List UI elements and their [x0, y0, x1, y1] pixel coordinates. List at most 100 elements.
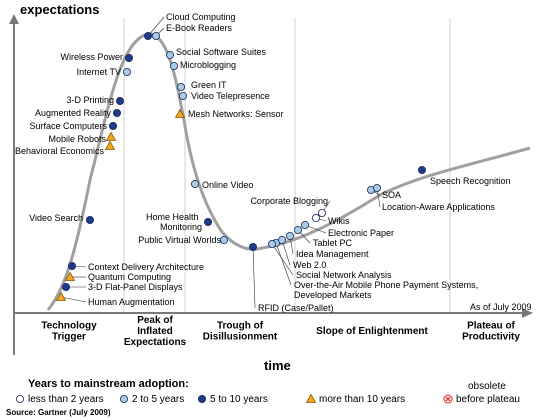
- technology-location-aware-applications: Location-Aware Applications: [372, 183, 495, 212]
- phase-label: Slope of Enlightenment: [316, 326, 428, 337]
- technology-label: 3-D Flat-Panel Displays: [88, 282, 183, 292]
- technology-e-book-readers: E-Book Readers: [151, 23, 233, 41]
- marker-augmented-reality: [113, 109, 122, 118]
- technology-online-video: Online Video: [190, 179, 253, 190]
- legend-item-2to5: 2 to 5 years: [120, 394, 184, 405]
- technology-label: Human Augmentation: [88, 297, 175, 307]
- leader-line: [275, 242, 292, 286]
- technology-video-telepresence: Video Telepresence: [178, 91, 270, 101]
- x-axis-arrow: [522, 308, 533, 318]
- technology-speech-recognition: Speech Recognition: [417, 165, 511, 186]
- legend-symbol-gt10: [305, 393, 317, 403]
- marker-surface-computers: [109, 122, 118, 131]
- marker-speech-recognition: [417, 165, 426, 174]
- x-axis-label: time: [264, 358, 291, 373]
- technology-microblogging: Microblogging: [169, 60, 236, 71]
- technology-label: Web 2.0: [293, 260, 326, 270]
- technology-wikis: Wikis: [311, 213, 350, 226]
- marker-wireless-power: [125, 54, 134, 63]
- leader-line: [147, 16, 165, 37]
- legend-label: 5 to 10 years: [210, 394, 268, 405]
- marker-e-book-readers: [151, 32, 160, 41]
- phase-label: Plateau of: [467, 321, 515, 332]
- marker-video-telepresence: [178, 92, 187, 101]
- marker-social-software-suites: [165, 51, 174, 60]
- legend-label: more than 10 years: [319, 394, 405, 405]
- phase-label: Technology: [41, 321, 97, 332]
- y-axis-label: expectations: [20, 2, 99, 17]
- leader-line: [252, 246, 256, 309]
- marker-3-d-flat-panel-displays: [62, 282, 71, 291]
- technology-label: Green IT: [191, 80, 227, 90]
- technology-internet-tv: Internet TV: [77, 67, 132, 77]
- legend-label: less than 2 years: [28, 394, 104, 405]
- technology-3-d-printing: 3-D Printing: [66, 95, 125, 106]
- marker-rfid-case-pallet: [248, 242, 257, 251]
- source-note: Source: Gartner (July 2009): [6, 408, 111, 417]
- technology-label: Cloud Computing: [166, 12, 236, 22]
- legend-label: before plateau: [456, 394, 520, 405]
- technology-label: Internet TV: [77, 67, 121, 77]
- marker-3-d-printing: [116, 97, 125, 106]
- technology-cloud-computing: Cloud Computing: [143, 12, 236, 41]
- technology-label: E-Book Readers: [166, 23, 233, 33]
- marker-tablet-pc: [293, 225, 302, 234]
- technology-web-2-0: Web 2.0: [277, 235, 326, 270]
- as-of-label: As of July 2009: [470, 302, 532, 312]
- marker-cloud-computing: [143, 32, 152, 41]
- technology-label: 3-D Printing: [66, 95, 114, 105]
- marker-online-video: [190, 179, 199, 188]
- technology-label: Mesh Networks: Sensor: [188, 109, 284, 119]
- leader-line: [281, 239, 291, 266]
- technology-label: Video Search: [29, 213, 83, 223]
- marker-home-health-monitoring: [203, 217, 212, 226]
- technology-label: Mobile Robots: [48, 134, 106, 144]
- legend-item-gt10: more than 10 years: [305, 393, 405, 405]
- marker-wikis: [311, 213, 320, 222]
- legend-title: Years to mainstream adoption:: [28, 378, 189, 390]
- technology-social-network-analysis: Social Network Analysis: [267, 239, 392, 280]
- technology-3-d-flat-panel-displays: 3-D Flat-Panel Displays: [62, 282, 183, 292]
- technology-human-augmentation: Human Augmentation: [55, 291, 175, 307]
- technology-soa: SOA: [366, 185, 401, 200]
- technology-label: Developed Markets: [294, 290, 372, 300]
- technology-label: Over-the-Air Mobile Phone Payment System…: [294, 280, 478, 290]
- y-axis-arrow: [9, 14, 19, 24]
- technology-label: Speech Recognition: [430, 176, 511, 186]
- technology-augmented-reality: Augmented Reality: [35, 108, 122, 118]
- technology-label: Context Delivery Architecture: [88, 262, 204, 272]
- marker-quantum-computing: [64, 271, 76, 281]
- technology-label: Electronic Paper: [328, 228, 394, 238]
- technology-rfid-case-pallet: RFID (Case/Pallet): [248, 242, 334, 313]
- legend-symbol-5to10: [197, 394, 206, 403]
- legend-item-obs: before plateau obsolete: [443, 381, 520, 405]
- phase-label: Expectations: [124, 337, 187, 348]
- marker-web-2-0: [277, 235, 286, 244]
- marker-social-network-analysis: [267, 239, 276, 248]
- technology-corporate-blogging: Corporate Blogging: [250, 196, 331, 217]
- technology-label: Idea Management: [296, 249, 369, 259]
- legend-item-lt2: less than 2 years: [15, 394, 104, 405]
- phase-band: [14, 313, 532, 355]
- marker-context-delivery-architecture: [68, 261, 77, 270]
- technology-idea-management: Idea Management: [285, 231, 369, 259]
- phase-label: Trough of: [217, 321, 264, 332]
- marker-microblogging: [169, 62, 178, 71]
- technology-social-software-suites: Social Software Suites: [165, 47, 267, 60]
- technology-mobile-robots: Mobile Robots: [48, 131, 117, 144]
- marker-human-augmentation: [55, 291, 67, 301]
- technology-electronic-paper: Electronic Paper: [300, 220, 394, 238]
- marker-public-virtual-worlds: [219, 235, 228, 244]
- leader-line: [60, 296, 87, 303]
- technology-label: Wireless Power: [60, 52, 123, 62]
- marker-mobile-robots: [105, 131, 117, 141]
- technology-label: Home Health: [146, 212, 199, 222]
- marker-idea-management: [285, 231, 294, 240]
- phase-label: Trigger: [52, 332, 86, 343]
- marker-electronic-paper: [300, 220, 309, 229]
- technology-quantum-computing: Quantum Computing: [64, 271, 171, 282]
- marker-behavioral-economics: [104, 140, 116, 150]
